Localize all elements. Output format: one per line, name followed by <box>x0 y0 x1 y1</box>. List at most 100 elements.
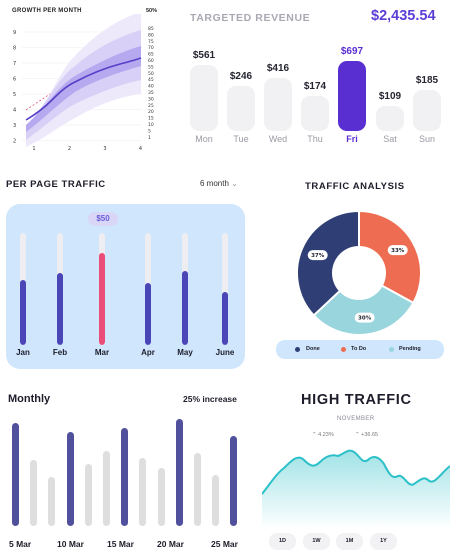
growth-y-tick: 5 <box>13 92 16 98</box>
donut-slice-done[interactable] <box>296 210 360 317</box>
monthly-date-label: 10 Mar <box>57 539 84 549</box>
traffic-donut-chart: 37% 33% 30% <box>296 210 422 336</box>
growth-x-tick: 1 <box>32 146 35 152</box>
traffic-month-label: Feb <box>52 348 68 357</box>
growth-percent-label: 50% <box>146 8 158 14</box>
revenue-bar <box>338 61 366 131</box>
traffic-track-may[interactable] <box>182 233 188 345</box>
range-button-1w[interactable]: 1W <box>303 533 330 550</box>
revenue-bar <box>376 106 404 131</box>
growth-y-tick: 7 <box>13 61 16 67</box>
range-dropdown-label: 6 month <box>200 179 229 188</box>
growth-y-tick: 3 <box>13 123 16 129</box>
high-traffic-title: HIGH TRAFFIC <box>301 392 412 408</box>
chevron-up-icon: ⌃ <box>312 432 317 438</box>
revenue-bar <box>190 65 218 131</box>
chevron-up-icon: ⌃ <box>355 432 360 438</box>
revenue-day-label: Fri <box>346 134 358 144</box>
revenue-day-label: Mon <box>195 134 213 144</box>
range-dropdown[interactable]: 6 month ⌄ <box>200 179 238 188</box>
growth-line <box>25 57 142 121</box>
monthly-bar <box>103 451 110 526</box>
growth-y2-tick: 1 <box>148 135 151 141</box>
monthly-date-label: 20 Mar <box>157 539 184 549</box>
growth-y-tick: 6 <box>13 77 16 83</box>
growth-y2-tick: 75 <box>148 39 154 45</box>
traffic-fill <box>20 280 26 345</box>
monthly-bar <box>157 468 165 526</box>
stat-percent-value: 4.23% <box>318 432 334 438</box>
traffic-analysis-title: TRAFFIC ANALYSIS <box>305 181 405 192</box>
donut-percent-label: 37% <box>311 253 325 259</box>
revenue-bar <box>413 90 441 131</box>
done-legend-dot <box>295 346 300 352</box>
growth-y2-tick: 50 <box>148 71 154 77</box>
stat-delta-value: +36.65 <box>361 432 379 438</box>
growth-y2-tick: 60 <box>148 58 154 64</box>
growth-y2-tick: 20 <box>148 109 154 115</box>
growth-y2-tick: 5 <box>148 128 151 134</box>
range-button-1y[interactable]: 1Y <box>370 533 397 550</box>
traffic-legend: Done To Do Pending <box>276 340 444 359</box>
per-page-traffic-panel <box>6 204 245 369</box>
monthly-date-label: 15 Mar <box>107 539 134 549</box>
growth-y2-tick: 10 <box>148 122 154 128</box>
revenue-total: $2,435.54 <box>371 8 436 24</box>
traffic-track-jan[interactable] <box>20 233 26 345</box>
range-button-1m[interactable]: 1M <box>336 533 363 550</box>
legend-pending: Pending <box>399 346 421 352</box>
legend-todo: To Do <box>351 346 367 352</box>
traffic-month-label: Jan <box>16 348 30 357</box>
traffic-track-mar[interactable] <box>99 233 105 345</box>
growth-y2-tick: 15 <box>148 116 154 122</box>
growth-y2-tick: 35 <box>148 90 154 96</box>
traffic-fill <box>99 253 105 345</box>
traffic-track-apr[interactable] <box>145 233 151 345</box>
donut-percent-label: 33% <box>391 248 405 254</box>
revenue-day-label: Sat <box>383 134 397 144</box>
monthly-bar <box>175 419 183 526</box>
growth-y2-tick: 30 <box>148 96 154 102</box>
traffic-fill <box>222 292 228 345</box>
donut-label-pill <box>387 245 408 256</box>
monthly-bar <box>66 431 74 526</box>
monthly-bar <box>212 474 220 526</box>
chevron-down-icon: ⌄ <box>231 179 238 188</box>
growth-y2-tick: 40 <box>148 84 154 90</box>
monthly-bar <box>139 457 147 526</box>
growth-x-tick: 4 <box>139 146 142 152</box>
revenue-bar <box>227 86 255 131</box>
traffic-track-feb[interactable] <box>57 233 63 345</box>
pending-legend-dot <box>389 346 394 352</box>
monthly-bar <box>48 476 56 526</box>
growth-y2-tick: 55 <box>148 64 154 70</box>
growth-y-tick: 8 <box>13 46 16 52</box>
monthly-title: Monthly <box>8 393 51 405</box>
traffic-month-label: June <box>215 348 235 357</box>
traffic-track-june[interactable] <box>222 233 228 345</box>
stat-percent: ⌃ 4.23% <box>312 432 334 438</box>
donut-slice-pending[interactable] <box>312 271 415 336</box>
range-button-1d[interactable]: 1D <box>269 533 296 550</box>
monthly-bar <box>121 427 129 526</box>
revenue-day-label: Wed <box>268 134 288 144</box>
traffic-month-label: Mar <box>94 348 110 357</box>
traffic-fill <box>145 283 151 345</box>
traffic-fill <box>182 271 188 345</box>
monthly-bar <box>194 453 201 526</box>
revenue-amount: $185 <box>415 75 439 86</box>
revenue-bar <box>264 78 292 131</box>
growth-y2-tick: 80 <box>148 32 154 38</box>
growth-band-inner <box>26 46 141 132</box>
todo-legend-dot <box>341 346 346 352</box>
legend-done: Done <box>306 346 320 352</box>
traffic-area <box>262 450 450 526</box>
growth-chart-title: GROWTH PER MONTH <box>12 8 82 14</box>
revenue-amount: $416 <box>266 63 290 74</box>
donut-percent-label: 30% <box>358 316 372 322</box>
revenue-day-label: Sun <box>418 134 435 144</box>
revenue-amount: $697 <box>340 46 364 57</box>
growth-y-tick: 4 <box>13 108 16 114</box>
traffic-month-label: Apr <box>141 348 155 357</box>
